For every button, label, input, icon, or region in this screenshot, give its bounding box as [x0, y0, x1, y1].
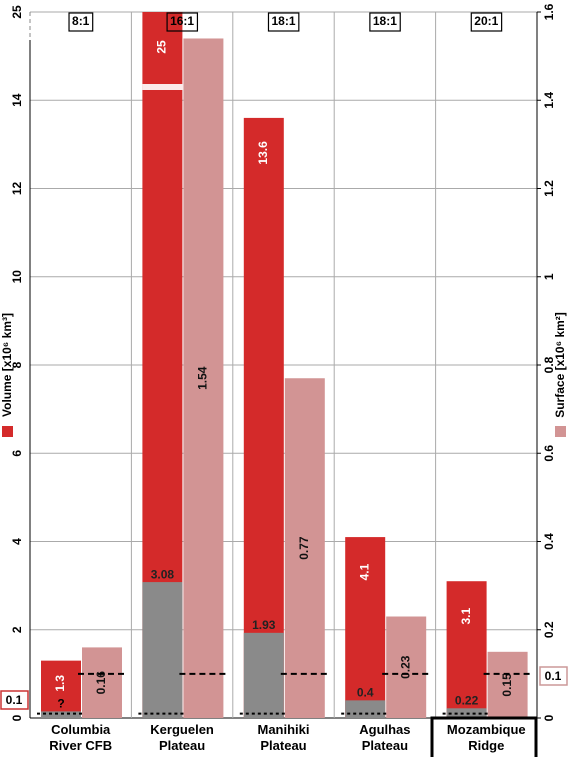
- axis-break: [142, 84, 183, 90]
- surface-label: 0.77: [297, 536, 311, 560]
- ratio-label: 18:1: [271, 14, 295, 28]
- y-tick-label: 6: [10, 450, 24, 457]
- volume-bar: [243, 117, 284, 718]
- ratio-box: [68, 12, 94, 32]
- y2-tick-label: 1.4: [542, 92, 556, 109]
- surface-label: 1.54: [196, 366, 210, 390]
- volume-label: 25: [155, 40, 169, 54]
- surface-bar: [284, 378, 325, 718]
- volume-label: 1.3: [53, 675, 67, 692]
- ratio-box: [369, 12, 401, 32]
- y-tick-label: 10: [10, 270, 24, 284]
- y-tick-label: 8: [10, 361, 24, 368]
- surface-label: 0.23: [398, 655, 412, 679]
- threshold-label: 0.1: [545, 669, 562, 683]
- volume-label: 4.1: [357, 563, 371, 580]
- ratio-label: 18:1: [373, 14, 397, 28]
- ratio-label: 8:1: [72, 14, 90, 28]
- y-tick-label: 4: [10, 538, 24, 545]
- volume-bar: [446, 581, 487, 718]
- ratio-box: [267, 12, 300, 32]
- threshold-label: 0.1: [6, 693, 23, 707]
- legend-swatch: [555, 426, 566, 437]
- ratio-box: [470, 12, 503, 32]
- y2-tick-label: 0.6: [542, 445, 556, 462]
- basalt-label: 1.93: [252, 618, 276, 632]
- threshold-box: [539, 666, 568, 686]
- y2-tick-label: 1.2: [542, 180, 556, 197]
- highlight-box: [430, 716, 538, 757]
- basalt-label: 0.4: [357, 686, 374, 700]
- y-tick-label: 14: [10, 93, 24, 107]
- basalt-bar: [142, 582, 183, 718]
- surface-bar: [82, 647, 122, 718]
- y-tick-label: 0: [10, 714, 24, 721]
- basalt-bar: [345, 700, 386, 718]
- y2-tick-label: 0.8: [542, 356, 556, 373]
- basalt-label: 3.08: [151, 567, 175, 581]
- ratio-label: 20:1: [474, 14, 498, 28]
- x-tick-label: Kerguelen Plateau: [150, 722, 214, 753]
- legend-label: Volume [x10⁶ km³]: [0, 313, 14, 417]
- unknown-label: ?: [57, 697, 64, 711]
- y-tick-label: 25: [10, 5, 24, 19]
- basalt-bar: [41, 711, 81, 718]
- surface-bar: [386, 616, 427, 718]
- y2-tick-label: 0: [542, 714, 556, 721]
- y2-tick-label: 1: [542, 273, 556, 280]
- x-tick-label: Agulhas Plateau: [359, 722, 411, 753]
- basalt-label: 0.22: [455, 693, 479, 707]
- volume-label: 3.1: [459, 608, 473, 625]
- y-tick-label: 12: [10, 182, 24, 196]
- ratio-box: [166, 12, 199, 32]
- surface-label: 0.15: [500, 673, 514, 697]
- y2-tick-label: 0.4: [542, 533, 556, 550]
- x-tick-label: Columbia River CFB: [49, 722, 113, 753]
- volume-bar: [41, 660, 81, 718]
- y-tick-label: 2: [10, 626, 24, 633]
- legend-label: Surface [x10⁶ km²]: [553, 312, 567, 418]
- x-tick-label: Manihiki Plateau: [257, 722, 310, 753]
- basalt-bar: [243, 632, 284, 718]
- threshold-box: [0, 690, 29, 710]
- surface-label: 0.16: [94, 671, 108, 695]
- surface-bar: [487, 651, 528, 718]
- x-tick-label: Mozambique Ridge: [446, 722, 526, 753]
- y2-tick-label: 0.2: [542, 621, 556, 638]
- legend-swatch: [2, 426, 13, 437]
- surface-bar: [183, 38, 224, 718]
- ratio-label: 16:1: [170, 14, 194, 28]
- y2-tick-label: 1.6: [542, 3, 556, 20]
- volume-bar: [345, 537, 386, 718]
- volume-label: 13.6: [256, 141, 270, 165]
